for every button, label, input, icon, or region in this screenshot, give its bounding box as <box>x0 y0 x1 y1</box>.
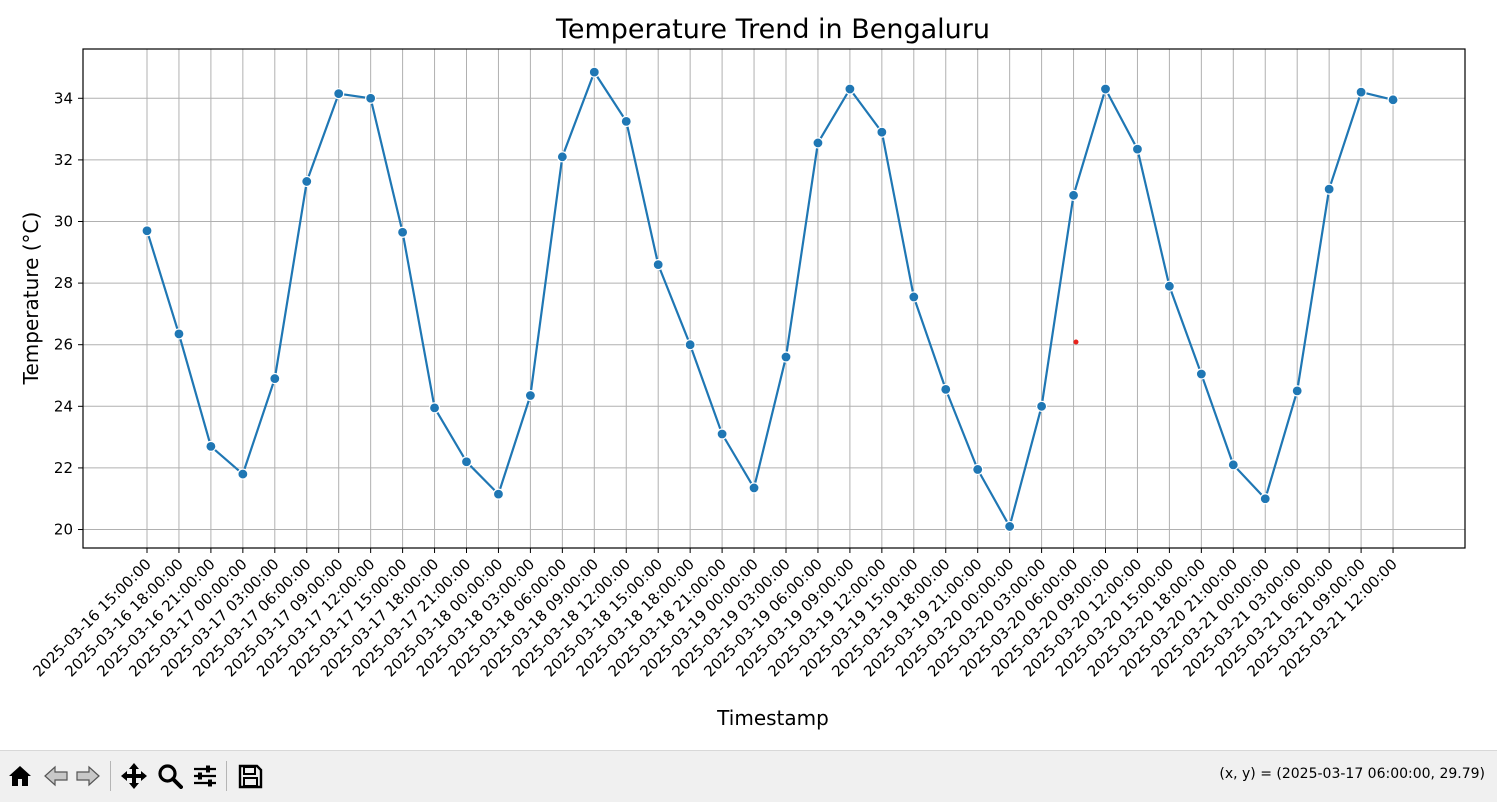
data-point <box>1323 183 1335 195</box>
y-tick-label: 34 <box>54 89 73 107</box>
save-icon <box>238 764 263 789</box>
forward-arrow-icon <box>76 765 100 787</box>
y-tick-label: 28 <box>54 274 73 292</box>
data-point <box>1259 493 1271 505</box>
data-point <box>428 402 441 414</box>
grid-lines <box>83 49 1465 548</box>
data-point <box>173 328 185 340</box>
data-point <box>1067 189 1080 201</box>
y-tick-label: 26 <box>54 336 73 354</box>
data-point <box>588 66 600 78</box>
navigation-toolbar: (x, y) = (2025-03-17 06:00:00, 29.79) <box>0 750 1497 802</box>
y-tick-label: 30 <box>54 212 73 230</box>
back-arrow-icon <box>44 765 68 787</box>
y-tick-label: 20 <box>54 521 73 539</box>
data-point <box>1387 94 1399 106</box>
configure-subplots-icon <box>194 765 216 787</box>
data-point <box>365 92 377 104</box>
data-point <box>620 115 632 127</box>
data-point <box>972 463 984 476</box>
home-button[interactable] <box>4 759 36 793</box>
data-point <box>524 389 537 402</box>
toolbar-separator <box>226 761 227 791</box>
data-point <box>397 226 409 238</box>
save-button[interactable] <box>234 759 266 793</box>
x-axis-label: Timestamp <box>716 706 829 730</box>
back-button[interactable] <box>40 759 72 793</box>
data-point <box>1195 368 1207 380</box>
y-tick-label: 24 <box>54 397 73 415</box>
home-icon <box>9 766 31 786</box>
data-point <box>1227 459 1239 471</box>
chart-title: Temperature Trend in Bengaluru <box>555 14 990 45</box>
data-point <box>269 372 281 385</box>
data-point <box>1355 86 1367 98</box>
pan-button[interactable] <box>118 759 150 793</box>
data-point <box>780 351 792 363</box>
forward-button[interactable] <box>72 759 104 793</box>
data-point <box>716 428 728 440</box>
plot-area <box>82 48 1466 549</box>
y-axis-label: Temperature (°C) <box>19 212 43 386</box>
data-point <box>1035 400 1048 412</box>
data-point <box>1291 385 1303 397</box>
data-point <box>1099 83 1112 95</box>
configure-subplots-button[interactable] <box>189 759 221 793</box>
data-point <box>652 259 664 271</box>
toolbar-separator <box>110 761 111 791</box>
data-point <box>333 88 345 100</box>
series-line <box>145 70 1394 528</box>
y-tick-label: 32 <box>54 151 73 169</box>
data-point <box>1163 280 1176 292</box>
y-tick-label: 22 <box>54 459 73 477</box>
data-point <box>844 83 856 95</box>
zoom-button[interactable] <box>154 759 186 793</box>
data-point <box>684 339 696 351</box>
pan-icon <box>121 763 147 789</box>
temperature-series <box>141 66 1399 533</box>
data-point <box>556 151 568 163</box>
y-axis-ticks: 20 22 24 26 28 30 32 34 <box>54 89 83 539</box>
data-point <box>460 456 473 468</box>
data-point <box>1131 143 1144 155</box>
data-point <box>1004 520 1016 533</box>
data-point <box>237 468 249 480</box>
data-point <box>812 137 824 149</box>
cursor-marker <box>1073 339 1079 345</box>
zoom-icon <box>158 764 183 789</box>
data-point <box>141 225 153 237</box>
data-point <box>301 175 313 188</box>
data-point <box>940 383 952 395</box>
data-point <box>748 482 760 494</box>
chart-figure: Temperature Trend in Bengaluru 202224262… <box>19 14 1466 730</box>
data-point <box>876 126 888 138</box>
cursor-coordinates: (x, y) = (2025-03-17 06:00:00, 29.79) <box>1219 766 1485 782</box>
data-point <box>908 291 920 303</box>
data-point <box>205 440 217 452</box>
data-point <box>492 488 505 500</box>
